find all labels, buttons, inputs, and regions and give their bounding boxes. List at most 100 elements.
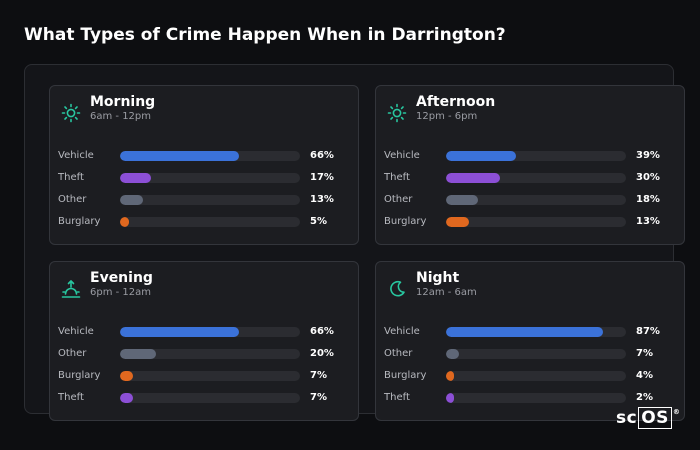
bar-track: [120, 151, 300, 161]
card-title: Night: [416, 270, 460, 286]
bar-label: Other: [384, 348, 413, 359]
card-night: Night 12am - 6am Vehicle 87% Other 7% Burgla…: [375, 261, 685, 421]
logo-text-box: OS: [638, 407, 672, 429]
bar-burglary: [120, 217, 129, 227]
card-title: Evening: [90, 270, 153, 286]
card-subtitle: 6am - 12pm: [90, 111, 152, 122]
bar-theft: [120, 173, 151, 183]
bar-track: [120, 327, 300, 337]
bar-label: Vehicle: [384, 150, 420, 161]
bar-label: Other: [58, 194, 87, 205]
sun-icon: [61, 103, 81, 123]
bar-label: Burglary: [384, 216, 427, 227]
bar-row-theft: Theft 7%: [58, 391, 352, 405]
bar-row-vehicle: Vehicle 66%: [58, 325, 352, 339]
bar-other: [446, 195, 479, 205]
bar-value-label: 17%: [310, 172, 334, 183]
moon-icon: [390, 280, 405, 297]
bar-track: [446, 327, 626, 337]
sun-icon: [387, 103, 407, 123]
bar-row-other: Other 18%: [384, 193, 678, 207]
bar-label: Theft: [58, 392, 84, 403]
bar-other: [120, 195, 144, 205]
bar-value-label: 20%: [310, 348, 334, 359]
bar-theft: [446, 173, 500, 183]
bar-theft: [446, 393, 454, 403]
bar-label: Vehicle: [58, 326, 94, 337]
bar-track: [120, 217, 300, 227]
bar-label: Theft: [384, 172, 410, 183]
bar-row-vehicle: Vehicle 39%: [384, 149, 678, 163]
logo-registered-mark: ®: [672, 408, 681, 416]
bar-value-label: 13%: [636, 216, 660, 227]
bar-burglary: [120, 371, 133, 381]
bar-row-other: Other 20%: [58, 347, 352, 361]
card-subtitle: 12am - 6am: [416, 287, 477, 298]
card-title: Morning: [90, 94, 156, 110]
bar-value-label: 5%: [310, 216, 327, 227]
bar-vehicle: [446, 327, 603, 337]
bar-row-theft: Theft 2%: [384, 391, 678, 405]
bar-label: Burglary: [384, 370, 427, 381]
bar-row-vehicle: Vehicle 66%: [58, 149, 352, 163]
bar-row-burglary: Burglary 7%: [58, 369, 352, 383]
bar-track: [120, 195, 300, 205]
card-subtitle: 6pm - 12am: [90, 287, 152, 298]
bar-track: [120, 393, 300, 403]
bar-burglary: [446, 217, 470, 227]
bar-track: [446, 349, 626, 359]
bar-burglary: [446, 371, 454, 381]
bar-row-vehicle: Vehicle 87%: [384, 325, 678, 339]
bar-value-label: 39%: [636, 150, 660, 161]
bar-label: Burglary: [58, 370, 101, 381]
bar-value-label: 7%: [636, 348, 653, 359]
bar-track: [446, 173, 626, 183]
bar-value-label: 87%: [636, 326, 660, 337]
card-title: Afternoon: [416, 94, 496, 110]
scos-logo: sc OS ®: [616, 407, 681, 429]
card-evening: Evening 6pm - 12am Vehicle 66% Other 20% Bur…: [49, 261, 359, 421]
card-subtitle: 12pm - 6pm: [416, 111, 478, 122]
bar-value-label: 30%: [636, 172, 660, 183]
bar-value-label: 66%: [310, 150, 334, 161]
bar-track: [120, 371, 300, 381]
bar-vehicle: [446, 151, 517, 161]
bar-row-burglary: Burglary 4%: [384, 369, 678, 383]
sunset-icon: [61, 280, 81, 298]
bar-track: [446, 217, 626, 227]
bar-row-burglary: Burglary 13%: [384, 215, 678, 229]
page-title: What Types of Crime Happen When in Darri…: [24, 25, 506, 45]
card-morning: Morning 6am - 12pm Vehicle 66% Theft 17% Oth…: [49, 85, 359, 245]
bar-value-label: 18%: [636, 194, 660, 205]
bar-label: Other: [58, 348, 87, 359]
bar-label: Vehicle: [58, 150, 94, 161]
bar-value-label: 7%: [310, 370, 327, 381]
bar-label: Theft: [384, 392, 410, 403]
bar-vehicle: [120, 327, 239, 337]
bar-label: Other: [384, 194, 413, 205]
bar-vehicle: [120, 151, 239, 161]
bar-row-burglary: Burglary 5%: [58, 215, 352, 229]
bar-row-other: Other 13%: [58, 193, 352, 207]
bar-track: [446, 151, 626, 161]
bar-value-label: 66%: [310, 326, 334, 337]
card-afternoon: Afternoon 12pm - 6pm Vehicle 39% Theft 30% O…: [375, 85, 685, 245]
bar-label: Vehicle: [384, 326, 420, 337]
bar-row-theft: Theft 30%: [384, 171, 678, 185]
bar-row-theft: Theft 17%: [58, 171, 352, 185]
bar-value-label: 7%: [310, 392, 327, 403]
bar-track: [120, 349, 300, 359]
bar-other: [446, 349, 459, 359]
bar-value-label: 2%: [636, 392, 653, 403]
bar-label: Theft: [58, 172, 84, 183]
bar-track: [446, 393, 626, 403]
bar-track: [446, 195, 626, 205]
logo-text: sc: [616, 408, 638, 428]
bar-row-other: Other 7%: [384, 347, 678, 361]
bar-other: [120, 349, 156, 359]
bar-label: Burglary: [58, 216, 101, 227]
bar-track: [446, 371, 626, 381]
bar-value-label: 13%: [310, 194, 334, 205]
bar-value-label: 4%: [636, 370, 653, 381]
bar-track: [120, 173, 300, 183]
